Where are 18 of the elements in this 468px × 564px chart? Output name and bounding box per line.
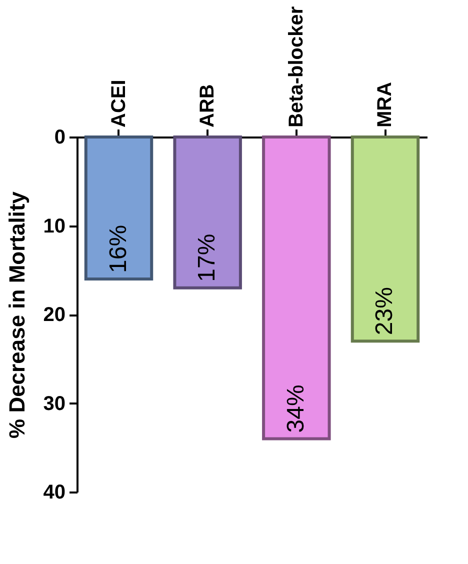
data-label: 34% (282, 384, 310, 433)
x-tick-label: ARB (196, 84, 219, 128)
x-tick-label: Beta-blocker (285, 6, 308, 128)
bar (350, 136, 420, 343)
data-label: 16% (104, 224, 132, 273)
y-tick-label: 0 (54, 126, 66, 148)
y-tick-label: 40 (43, 482, 66, 504)
y-tick-label: 30 (43, 392, 66, 415)
x-tick-label: MRA (374, 82, 396, 128)
x-tick-label: ACEI (108, 80, 130, 128)
bar (262, 136, 331, 440)
bar (84, 136, 154, 280)
data-label: 23% (371, 287, 398, 336)
y-axis-title: % Decrease in Mortality (4, 190, 30, 438)
bar (173, 136, 242, 290)
y-tick-label: 20 (43, 304, 66, 326)
y-tick-label: 10 (43, 215, 66, 238)
data-label: 17% (194, 234, 221, 282)
